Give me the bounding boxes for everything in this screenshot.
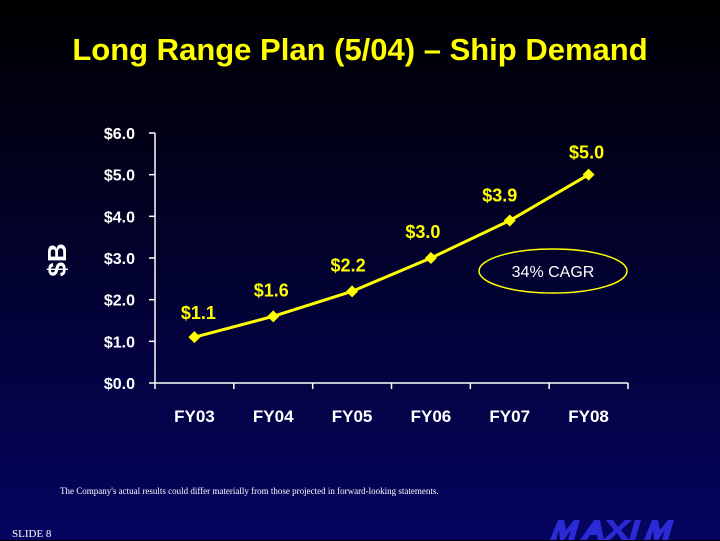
y-tick-label: $4.0 xyxy=(104,209,135,226)
series-markers xyxy=(188,168,595,344)
y-tick-label: $6.0 xyxy=(104,126,135,143)
x-tick-label: FY04 xyxy=(253,407,294,426)
line-chart: $0.0$1.0$2.0$3.0$4.0$5.0$6.0 FY03 FY04 FY0… xyxy=(104,126,629,426)
data-label: $2.2 xyxy=(331,255,366,275)
data-label: $3.0 xyxy=(405,222,440,242)
data-label: $5.0 xyxy=(569,143,604,163)
x-tick-labels: FY03 FY04 FY05 FY06 FY07 FY08 xyxy=(174,407,609,426)
x-tick-label: FY03 xyxy=(174,407,215,426)
data-labels: $1.1 $1.6 $2.2 $3.0 $3.9 $5.0 xyxy=(181,143,604,323)
series-line-path xyxy=(194,173,590,339)
data-label: $3.9 xyxy=(482,186,517,206)
data-label: $1.1 xyxy=(181,303,216,323)
y-tick-label: $0.0 xyxy=(104,376,135,393)
data-label: $1.6 xyxy=(254,280,289,300)
data-point-marker xyxy=(346,285,359,298)
cagr-callout-text: 34% CAGR xyxy=(512,264,595,281)
cagr-callout: 34% CAGR xyxy=(478,248,628,294)
disclaimer-text: The Company's actual results could diffe… xyxy=(60,486,439,496)
series-line xyxy=(194,173,590,339)
y-tick-label: $1.0 xyxy=(104,334,135,351)
y-tick-label: $3.0 xyxy=(104,251,135,268)
data-point-marker xyxy=(267,310,280,323)
x-tick-label: FY08 xyxy=(568,407,609,426)
cagr-callout-ellipse xyxy=(478,248,628,294)
y-axis-label: $B xyxy=(42,243,72,277)
data-point-marker xyxy=(503,214,516,227)
y-tick-label: $2.0 xyxy=(104,293,135,310)
chart-axes xyxy=(149,132,629,389)
slide-number: SLIDE 8 xyxy=(12,528,52,540)
x-tick-label: FY07 xyxy=(489,407,530,426)
data-point-marker xyxy=(582,168,595,181)
maxim-logo xyxy=(550,520,674,540)
data-point-marker xyxy=(188,331,201,344)
y-tick-label: $5.0 xyxy=(104,168,135,185)
x-tick-label: FY05 xyxy=(332,407,373,426)
data-point-marker xyxy=(424,252,437,264)
y-tick-labels: $0.0 $1.0 $2.0 $3.0 $4.0 $5.0 $6.0 xyxy=(104,126,135,393)
x-tick-label: FY06 xyxy=(411,407,452,426)
slide-title: Long Range Plan (5/04) – Ship Demand xyxy=(72,32,648,67)
